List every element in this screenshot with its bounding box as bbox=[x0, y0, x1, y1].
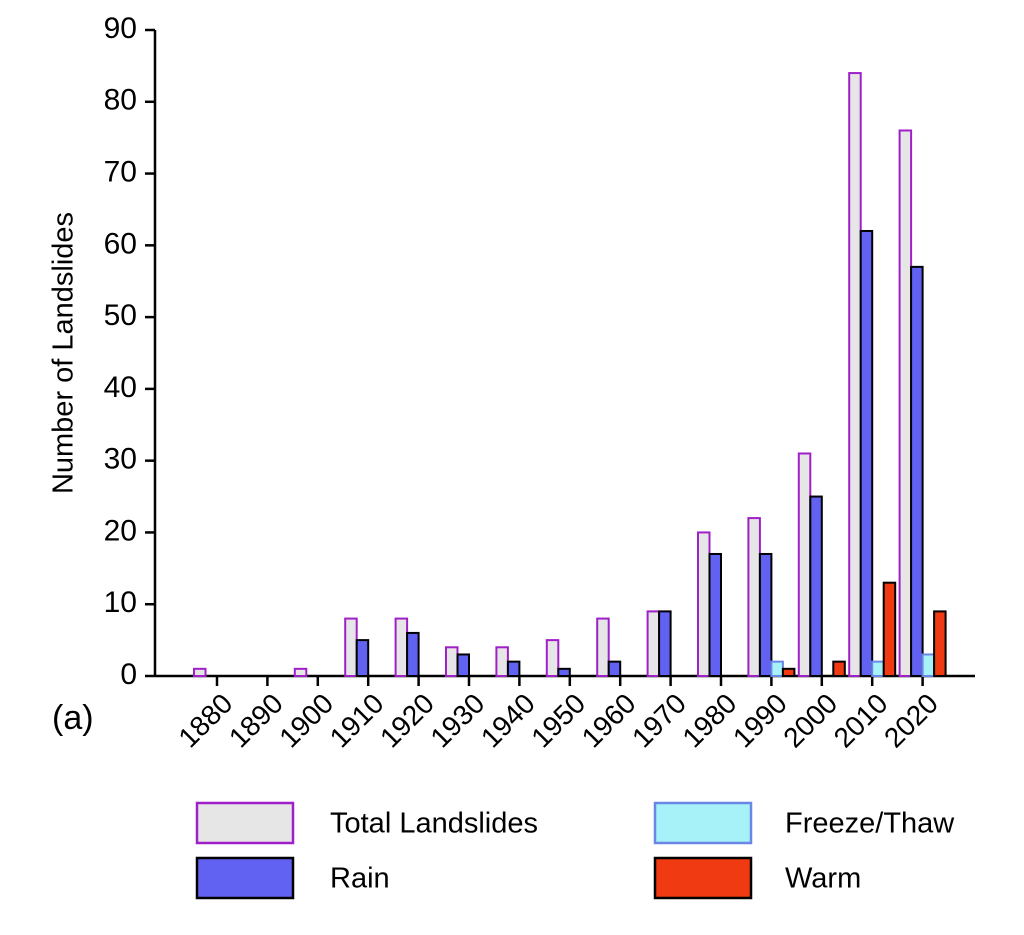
y-tick-label: 90 bbox=[104, 12, 137, 45]
bar bbox=[456, 653, 470, 678]
bar bbox=[797, 452, 812, 677]
bar bbox=[708, 552, 722, 678]
bar bbox=[495, 646, 509, 677]
bar bbox=[607, 660, 622, 678]
bar bbox=[898, 129, 913, 677]
legend-swatch bbox=[195, 856, 295, 900]
bar bbox=[882, 581, 897, 678]
x-tick-label: 1970 bbox=[626, 688, 692, 754]
x-tick-label: 1910 bbox=[324, 688, 390, 754]
bar bbox=[781, 667, 796, 677]
bar bbox=[921, 653, 936, 678]
bar bbox=[344, 617, 358, 677]
x-tick-label: 2010 bbox=[828, 688, 894, 754]
bar bbox=[557, 667, 571, 677]
bar bbox=[697, 531, 711, 678]
y-tick-label: 0 bbox=[120, 658, 137, 691]
x-tick-label: 1960 bbox=[576, 688, 642, 754]
x-tick-label: 2000 bbox=[777, 688, 843, 754]
bar bbox=[933, 610, 947, 678]
y-tick-label: 40 bbox=[104, 371, 137, 404]
x-tick-label: 1980 bbox=[676, 688, 742, 754]
bar bbox=[394, 617, 409, 677]
bar bbox=[445, 646, 459, 677]
y-tick-label: 10 bbox=[104, 586, 137, 619]
bar bbox=[910, 265, 924, 677]
x-tick-label: 1990 bbox=[727, 688, 793, 754]
x-tick-label: 1900 bbox=[273, 688, 339, 754]
bar bbox=[658, 610, 672, 678]
bar bbox=[293, 667, 308, 677]
y-tick-label: 70 bbox=[104, 155, 137, 188]
panel-label: (a) bbox=[52, 699, 94, 737]
x-tick-label: 2020 bbox=[878, 688, 944, 754]
bar bbox=[355, 639, 370, 677]
bar bbox=[545, 639, 560, 677]
y-tick-label: 80 bbox=[104, 84, 137, 117]
y-axis-label: Number of Landslides bbox=[48, 212, 80, 494]
x-tick-label: 1920 bbox=[374, 688, 440, 754]
bar bbox=[747, 517, 761, 677]
bar bbox=[193, 667, 207, 677]
bar bbox=[596, 617, 610, 677]
bar bbox=[848, 72, 862, 678]
legend-swatch bbox=[195, 801, 295, 845]
bar bbox=[770, 660, 784, 678]
legend-label: Rain bbox=[330, 863, 390, 895]
x-tick-label: 1930 bbox=[424, 688, 490, 754]
x-tick-label: 1950 bbox=[525, 688, 591, 754]
bar bbox=[506, 660, 521, 678]
legend-label: Freeze/Thaw bbox=[785, 808, 955, 840]
bar bbox=[809, 495, 823, 677]
y-tick-label: 20 bbox=[104, 514, 137, 547]
legend-swatch bbox=[653, 856, 753, 900]
y-tick-label: 60 bbox=[104, 227, 137, 260]
legend-swatch bbox=[653, 801, 753, 845]
y-tick-label: 50 bbox=[104, 299, 137, 332]
bar bbox=[758, 552, 773, 678]
y-tick-label: 30 bbox=[104, 443, 137, 476]
legend-label: Total Landslides bbox=[330, 808, 538, 840]
bar bbox=[832, 660, 846, 678]
bar bbox=[406, 631, 420, 678]
x-tick-label: 1880 bbox=[172, 688, 238, 754]
bar bbox=[871, 660, 885, 678]
bar bbox=[646, 610, 661, 678]
x-tick-label: 1940 bbox=[475, 688, 541, 754]
legend-label: Warm bbox=[785, 863, 861, 895]
x-tick-label: 1890 bbox=[223, 688, 289, 754]
bar bbox=[859, 229, 874, 677]
